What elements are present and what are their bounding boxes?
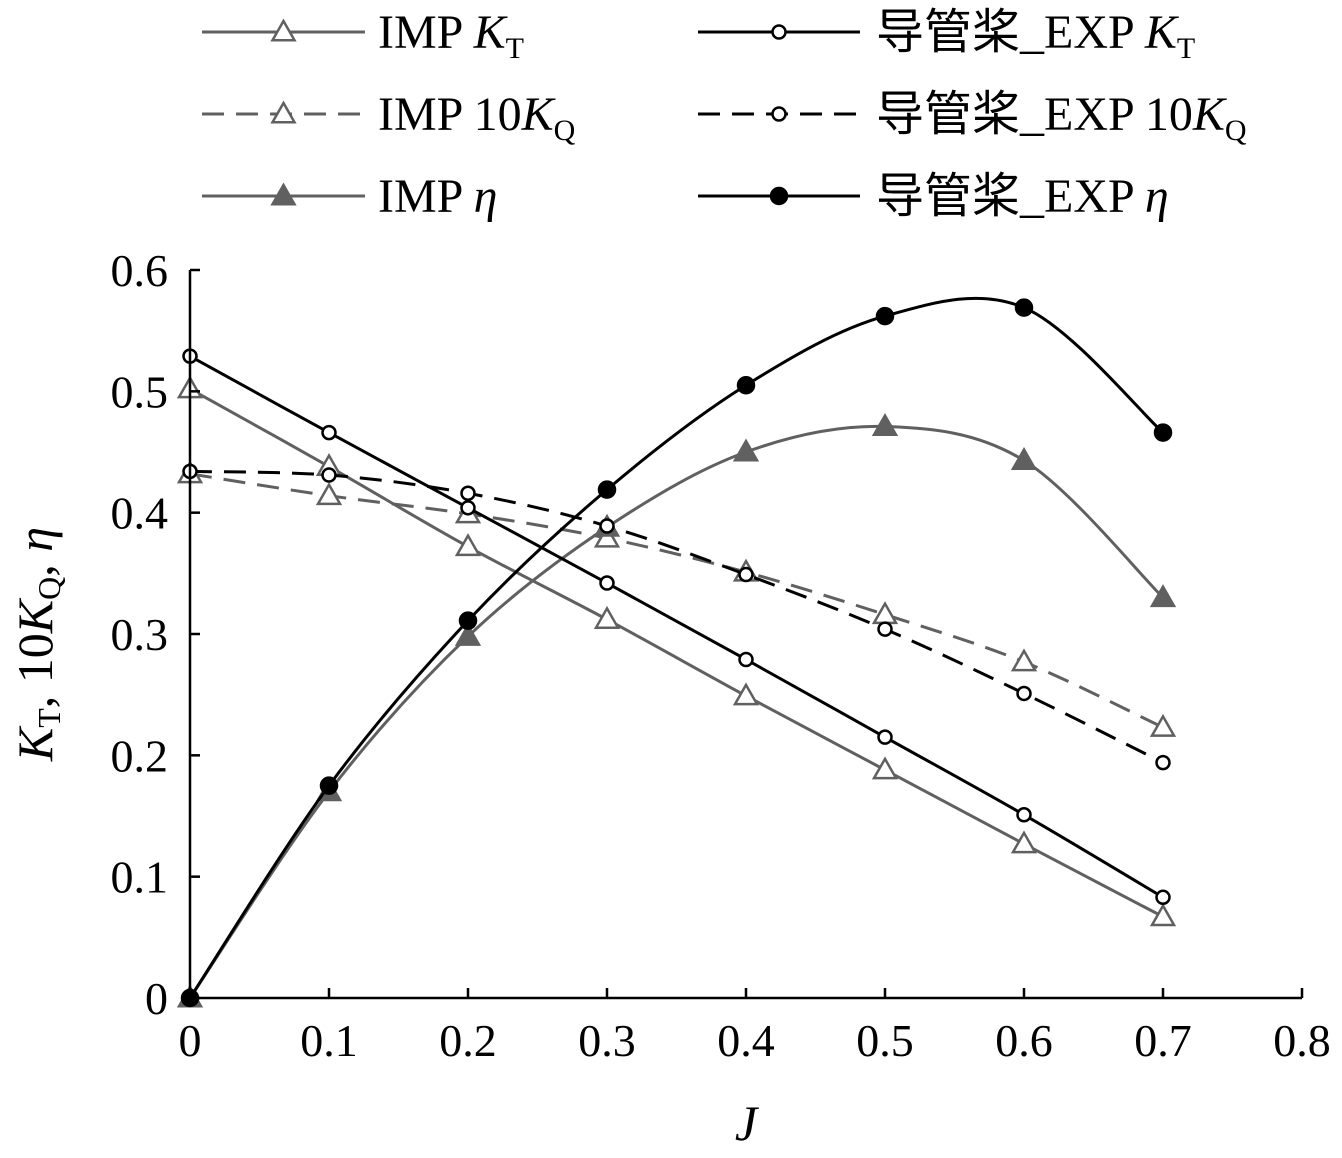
- legend-marker: [270, 100, 297, 124]
- data-point: [877, 621, 893, 637]
- x-ticks: 0 0.1 0.2 0.3 0.4 0.5 0.6 0.7 0.8: [179, 988, 1331, 1066]
- series-6: [180, 296, 1173, 1008]
- data-point: [877, 729, 893, 745]
- data-point: [1155, 754, 1171, 771]
- legend-marker: [270, 182, 297, 206]
- legend-label: 导管桨_EXP 10KQ: [876, 88, 1247, 147]
- legend-marker: [771, 106, 787, 122]
- series-line: [189, 472, 1164, 729]
- x-tick-label: 0.3: [578, 1015, 636, 1066]
- series-5: [182, 463, 1171, 771]
- y-tick-label: 0.4: [111, 488, 169, 539]
- legend-label: IMP KT: [378, 6, 524, 65]
- y-axis-title: KT, 10KQ, η: [7, 527, 67, 762]
- data-point: [1149, 584, 1177, 608]
- y-tick-label: 0.2: [111, 730, 169, 781]
- data-point: [871, 413, 899, 437]
- series-layer: [176, 296, 1177, 1008]
- x-tick-label: 0.6: [995, 1015, 1053, 1066]
- legend-item: 导管桨_EXP KT: [698, 6, 1195, 65]
- data-point: [593, 605, 621, 629]
- data-point: [593, 524, 621, 548]
- data-point: [732, 438, 760, 462]
- legend: IMP KT 导管桨_EXP KT IMP 10KQ 导管桨_EXP 10KQ IMP …: [202, 6, 1247, 223]
- series-line: [189, 469, 1164, 764]
- x-tick-label: 0.4: [717, 1015, 775, 1066]
- data-point: [599, 518, 615, 534]
- data-point: [738, 566, 754, 583]
- data-point: [736, 376, 756, 395]
- data-point: [321, 467, 337, 483]
- data-point: [460, 485, 476, 502]
- data-point: [1155, 889, 1171, 906]
- data-point: [1010, 830, 1038, 854]
- data-point: [1010, 648, 1038, 672]
- data-point: [1016, 685, 1032, 702]
- data-point: [871, 756, 899, 780]
- data-point: [458, 611, 478, 630]
- data-point: [454, 622, 482, 646]
- y-tick-label: 0.6: [111, 245, 169, 296]
- data-point: [1149, 713, 1177, 737]
- y-tick-label: 0.5: [111, 366, 169, 417]
- legend-label: 导管桨_EXP η: [876, 170, 1169, 223]
- legend-item: IMP 10KQ: [202, 88, 576, 147]
- data-point: [319, 776, 339, 795]
- series-line: [188, 424, 1165, 999]
- legend-item: 导管桨_EXP η: [698, 170, 1169, 223]
- data-point: [732, 682, 760, 706]
- data-point: [1153, 423, 1173, 442]
- data-point: [460, 500, 476, 516]
- series-line: [189, 354, 1164, 899]
- x-tick-label: 0.7: [1134, 1015, 1192, 1066]
- data-point: [871, 601, 899, 625]
- data-point: [321, 424, 337, 441]
- x-tick-label: 0: [179, 1015, 202, 1066]
- data-point: [875, 306, 895, 326]
- y-tick-label: 0: [145, 973, 168, 1024]
- data-point: [1149, 903, 1177, 927]
- legend-label: IMP η: [378, 170, 497, 223]
- data-point: [454, 533, 482, 557]
- x-tick-label: 0.1: [300, 1015, 358, 1066]
- data-point: [1010, 446, 1038, 470]
- data-point: [1016, 807, 1032, 823]
- x-tick-label: 0.5: [856, 1015, 914, 1066]
- data-point: [599, 575, 615, 591]
- y-tick-label: 0.3: [111, 609, 169, 660]
- legend-marker: [771, 24, 787, 40]
- legend-label: 导管桨_EXP KT: [876, 6, 1195, 65]
- legend-label: IMP 10KQ: [378, 88, 576, 147]
- legend-item: 导管桨_EXP 10KQ: [698, 88, 1247, 147]
- legend-marker: [270, 18, 297, 42]
- y-ticks: 0 0.1 0.2 0.3 0.4 0.5 0.6: [111, 245, 200, 1024]
- y-tick-label: 0.1: [111, 852, 169, 903]
- legend-item: IMP η: [202, 170, 497, 223]
- data-point: [738, 651, 754, 668]
- x-tick-label: 0.8: [1273, 1015, 1331, 1066]
- x-tick-label: 0.2: [439, 1015, 497, 1066]
- data-point: [597, 480, 617, 499]
- series-4: [182, 348, 1171, 906]
- legend-item: IMP KT: [202, 6, 524, 65]
- x-axis-title: J: [735, 1095, 760, 1151]
- data-point: [315, 482, 343, 506]
- legend-marker: [769, 186, 789, 206]
- series-line: [188, 296, 1165, 999]
- data-point: [1014, 298, 1034, 317]
